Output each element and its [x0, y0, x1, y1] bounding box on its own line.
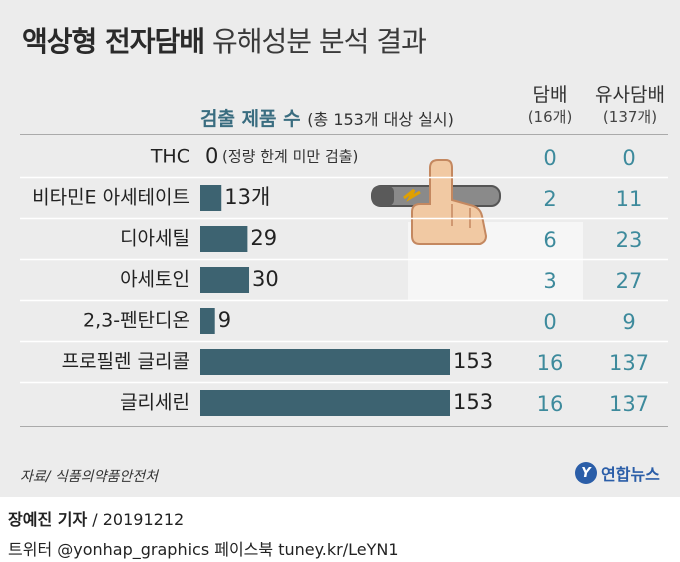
- bar-value-label: 13개: [224, 185, 270, 209]
- title-bold: 액상형 전자담배: [22, 25, 205, 58]
- cigarette-value: 0: [543, 310, 556, 334]
- bar-value-label: 0: [205, 144, 218, 168]
- similar-value: 0: [622, 146, 635, 170]
- bar: [200, 308, 215, 334]
- bar: [200, 267, 250, 293]
- category-label: THC: [150, 146, 190, 168]
- category-label: 글리세린: [120, 392, 190, 414]
- credit-date: / 20191212: [87, 510, 185, 529]
- category-label: 디아세틸: [120, 228, 190, 250]
- similar-value: 27: [616, 269, 643, 293]
- similar-value: 11: [616, 187, 643, 211]
- chart-header-note: (총 153개 대상 실시): [307, 110, 454, 129]
- category-label: 아세토인: [120, 269, 190, 291]
- cigarette-value: 0: [543, 146, 556, 170]
- similar-value: 137: [609, 351, 649, 375]
- chart-title: 액상형 전자담배 유해성분 분석 결과: [22, 20, 427, 60]
- bar-value-label: 30: [252, 267, 279, 291]
- cigarette-value: 3: [543, 269, 556, 293]
- bar-value-label: 9: [218, 308, 231, 332]
- cigarette-value: 16: [537, 351, 564, 375]
- col-count-cigarette: (16개): [527, 108, 573, 126]
- cigarette-value: 6: [543, 228, 556, 252]
- yonhap-logo: Y 연합뉴스: [575, 460, 660, 486]
- bar: [200, 349, 450, 375]
- chart-header-main: 검출 제품 수: [200, 108, 301, 130]
- source-note: 자료/ 식품의약품안전처: [20, 469, 158, 485]
- credit-line: 장예진 기자 / 20191212: [8, 506, 184, 530]
- col-header-cigarette: 담배: [532, 84, 568, 106]
- category-label: 프로필렌 글리콜: [62, 351, 190, 373]
- bar: [200, 226, 248, 252]
- yonhap-logo-text: 연합뉴스: [601, 465, 660, 484]
- col-header-similar: 유사담배: [595, 84, 665, 106]
- credit-name: 장예진 기자: [8, 510, 88, 529]
- cigarette-value: 16: [537, 392, 564, 416]
- col-count-similar: (137개): [602, 108, 658, 126]
- similar-value: 23: [616, 228, 643, 252]
- bar-value-label: 153: [453, 390, 493, 414]
- similar-value: 137: [609, 392, 649, 416]
- similar-value: 9: [622, 310, 635, 334]
- category-label: 비타민E 아세테이트: [32, 187, 190, 209]
- bar-value-label: 153: [453, 349, 493, 373]
- bar-value-label: 29: [250, 226, 277, 250]
- social-line: 트위터 @yonhap_graphics 페이스북 tuney.kr/LeYN1: [8, 540, 399, 559]
- category-label: 2,3-펜탄디온: [83, 310, 190, 332]
- footer-rule: [20, 426, 668, 427]
- bar: [200, 185, 222, 211]
- yonhap-logo-mark: Y: [575, 462, 597, 484]
- title-light: 유해성분 분석 결과: [211, 25, 427, 58]
- header-rule: [20, 134, 668, 135]
- cigarette-value: 2: [543, 187, 556, 211]
- chart-header: 검출 제품 수 (총 153개 대상 실시): [200, 104, 454, 131]
- zero-note: (정량 한계 미만 검출): [222, 148, 358, 166]
- bar: [200, 390, 450, 416]
- hand-holding-vape-icon: [371, 159, 583, 300]
